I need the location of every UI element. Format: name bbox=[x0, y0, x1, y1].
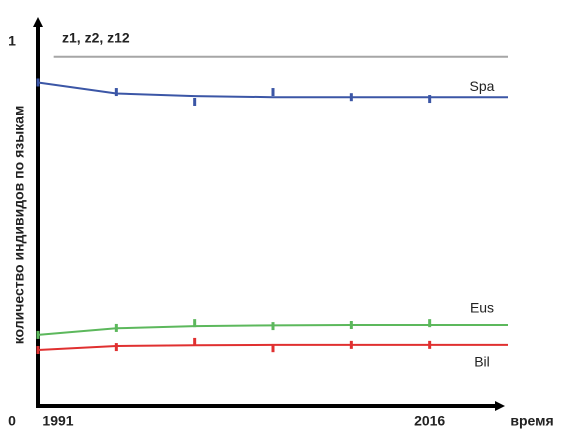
y-tick-label: 1 bbox=[8, 33, 16, 49]
x-tick-label: 2016 bbox=[414, 413, 445, 429]
reference-label: z1, z2, z12 bbox=[62, 29, 130, 45]
series-label: Spa bbox=[470, 78, 495, 94]
y-tick-label: 0 bbox=[8, 413, 16, 429]
x-tick-label: 1991 bbox=[42, 413, 73, 429]
x-axis-label: время bbox=[510, 413, 553, 429]
y-axis-label: количество индивидов по языкам bbox=[11, 106, 27, 345]
series-label: Eus bbox=[470, 300, 494, 316]
series-label: Bil bbox=[474, 354, 490, 370]
